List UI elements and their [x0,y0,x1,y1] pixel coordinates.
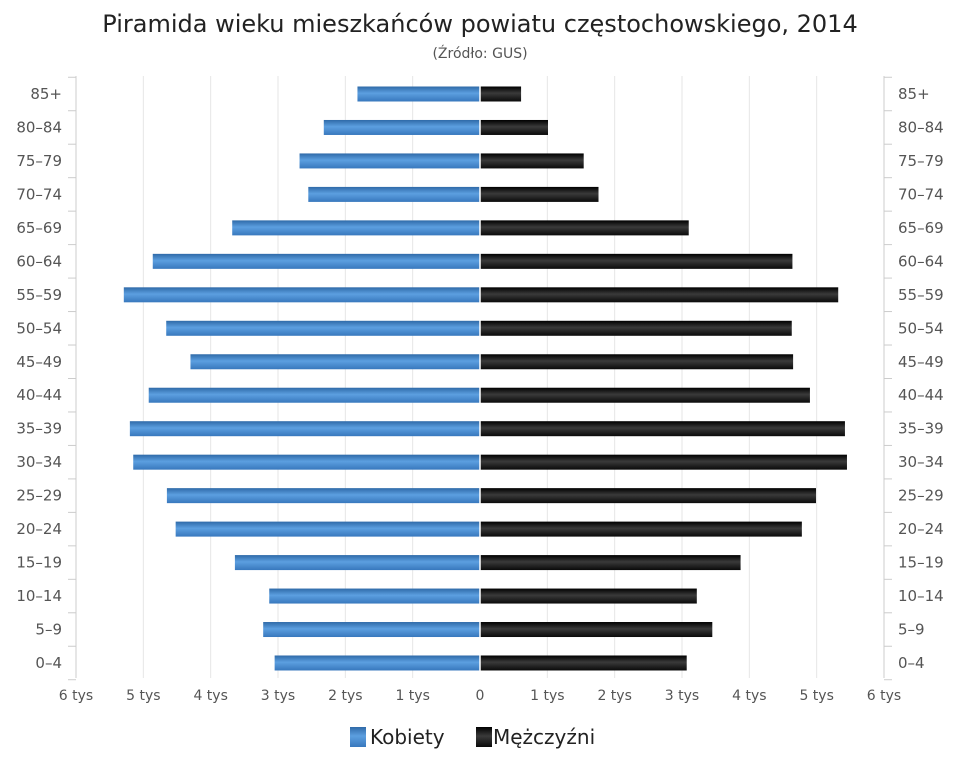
bar-kobiety [190,354,480,370]
bar-mezczyzni [480,421,845,437]
axes [68,76,892,681]
category-label-left: 55–59 [16,286,62,304]
category-label-right: 0–4 [898,654,925,672]
bars [123,76,847,678]
category-label-left: 25–29 [16,487,62,505]
bar-mezczyzni [480,253,793,269]
bar-mezczyzni [480,287,839,303]
bar-mezczyzni [480,354,794,370]
category-label-right: 25–29 [898,487,944,505]
legend-item-kobiety[interactable]: Kobiety [350,725,445,749]
bar-kobiety [166,320,480,336]
category-label-right: 40–44 [898,386,944,404]
bar-mezczyzni [480,555,741,571]
x-tick-label: 3 tys [665,688,699,704]
category-label-left: 45–49 [16,353,62,371]
category-label-left: 65–69 [16,219,62,237]
bar-kobiety [308,186,480,202]
bar-mezczyzni [480,387,810,403]
category-label-right: 35–39 [898,420,944,438]
category-label-right: 10–14 [898,587,944,605]
category-label-right: 15–19 [898,554,944,572]
category-label-left: 5–9 [35,621,62,639]
bar-mezczyzni [480,622,713,638]
bar-mezczyzni [480,220,689,236]
category-label-right: 55–59 [898,286,944,304]
category-label-right: 45–49 [898,353,944,371]
category-label-right: 85+ [898,85,930,103]
category-label-right: 20–24 [898,520,944,538]
legend-label: Kobiety [370,725,445,749]
bar-kobiety [152,253,480,269]
x-tick-label: 3 tys [261,688,295,704]
x-tick-label: 4 tys [732,688,766,704]
legend-item-mezczyzni[interactable]: Mężczyźni [476,725,595,749]
category-label-right: 70–74 [898,185,944,203]
bar-kobiety [166,488,480,504]
category-label-left: 50–54 [16,319,62,337]
bar-kobiety [232,220,480,236]
x-tick-label: 1 tys [530,688,564,704]
bar-kobiety [133,454,480,470]
bar-mezczyzni [480,320,792,336]
bar-kobiety [263,622,480,638]
category-label-right: 50–54 [898,319,944,337]
x-tick-label: 6 tys [59,688,93,704]
category-label-right: 30–34 [898,453,944,471]
bar-kobiety [234,555,480,571]
bar-kobiety [357,86,480,102]
bar-kobiety [148,387,480,403]
category-label-left: 80–84 [16,118,62,136]
x-tick-label: 5 tys [126,688,160,704]
x-tick-label: 4 tys [193,688,227,704]
bar-kobiety [299,153,480,169]
bar-mezczyzni [480,186,599,202]
category-label-right: 5–9 [898,621,925,639]
category-label-left: 40–44 [16,386,62,404]
category-label-left: 35–39 [16,420,62,438]
bar-mezczyzni [480,454,847,470]
bar-kobiety [323,119,480,135]
chart-subtitle: (Źródło: GUS) [432,44,527,62]
bar-kobiety [274,655,480,671]
category-label-right: 75–79 [898,152,944,170]
bar-mezczyzni [480,655,687,671]
legend-swatch [350,727,366,747]
bar-mezczyzni [480,521,802,537]
bar-mezczyzni [480,588,697,604]
category-label-left: 15–19 [16,554,62,572]
category-label-left: 30–34 [16,453,62,471]
category-label-left: 85+ [30,85,62,103]
category-labels: 85+ 85+ 80–84 80–84 75–79 75–79 70–74 70–74 65–6… [16,85,943,672]
x-tick-label: 0 [476,688,485,704]
x-tick-label: 2 tys [597,688,631,704]
category-label-left: 10–14 [16,587,62,605]
x-tick-label: 2 tys [328,688,362,704]
category-label-left: 60–64 [16,252,62,270]
category-label-left: 75–79 [16,152,62,170]
category-label-left: 70–74 [16,185,62,203]
category-label-right: 80–84 [898,118,944,136]
x-tick-labels: 6 tys 5 tys 4 tys 3 tys 2 tys 1 tys 0 1 tys 2 ty… [59,688,901,704]
bar-kobiety [129,421,480,437]
bar-kobiety [123,287,480,303]
x-tick-label: 5 tys [799,688,833,704]
bar-kobiety [175,521,481,537]
bar-mezczyzni [480,119,549,135]
bar-kobiety [269,588,480,604]
category-label-right: 60–64 [898,252,944,270]
legend-label: Mężczyźni [493,725,595,749]
bar-mezczyzni [480,86,522,102]
x-tick-label: 1 tys [395,688,429,704]
bar-mezczyzni [480,488,816,504]
legend[interactable]: Kobiety Mężczyźni [350,725,595,749]
category-label-right: 65–69 [898,219,944,237]
chart-title: Piramida wieku mieszkańców powiatu częst… [102,10,857,38]
category-label-left: 20–24 [16,520,62,538]
category-label-left: 0–4 [35,654,62,672]
bar-mezczyzni [480,153,584,169]
legend-swatch [476,727,492,747]
x-tick-label: 6 tys [867,688,901,704]
